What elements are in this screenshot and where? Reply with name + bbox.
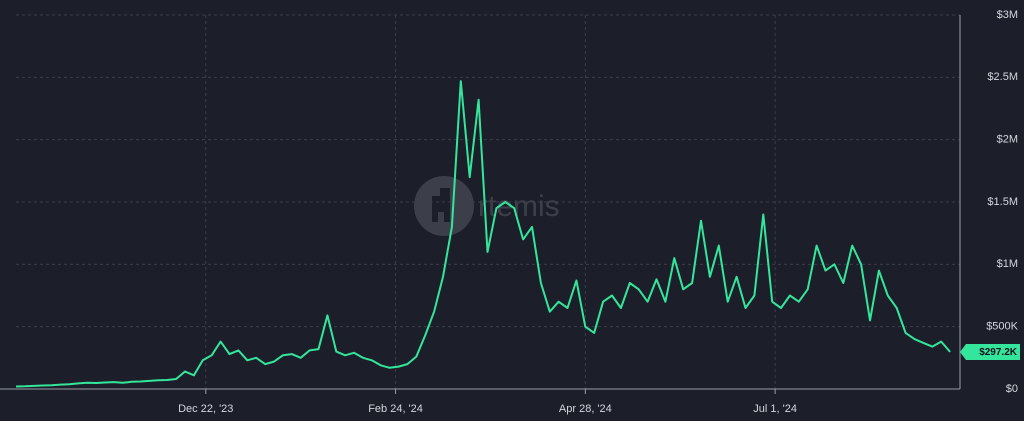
watermark: rtemis bbox=[478, 190, 560, 223]
y-tick-label: $2M bbox=[997, 134, 1018, 146]
line bbox=[15, 80, 951, 388]
x-tick-label: Apr 28, '24 bbox=[559, 403, 612, 415]
watermark-logo bbox=[414, 176, 474, 236]
y-tick-label: $500K bbox=[986, 321, 1018, 333]
current-value-label: $297.2K bbox=[979, 347, 1018, 358]
y-tick-label: $1M bbox=[997, 258, 1018, 270]
current-value-badge bbox=[960, 343, 1020, 360]
x-tick-label: Jul 1, '24 bbox=[753, 403, 797, 415]
y-tick-label: $2.5M bbox=[987, 71, 1018, 83]
y-tick-label: $3M bbox=[997, 9, 1018, 21]
x-tick-label: Dec 22, '23 bbox=[178, 403, 233, 415]
x-tick-label: Feb 24, '24 bbox=[368, 403, 423, 415]
y-tick-label: $0 bbox=[1006, 383, 1018, 395]
y-tick-label: $1.5M bbox=[987, 196, 1018, 208]
